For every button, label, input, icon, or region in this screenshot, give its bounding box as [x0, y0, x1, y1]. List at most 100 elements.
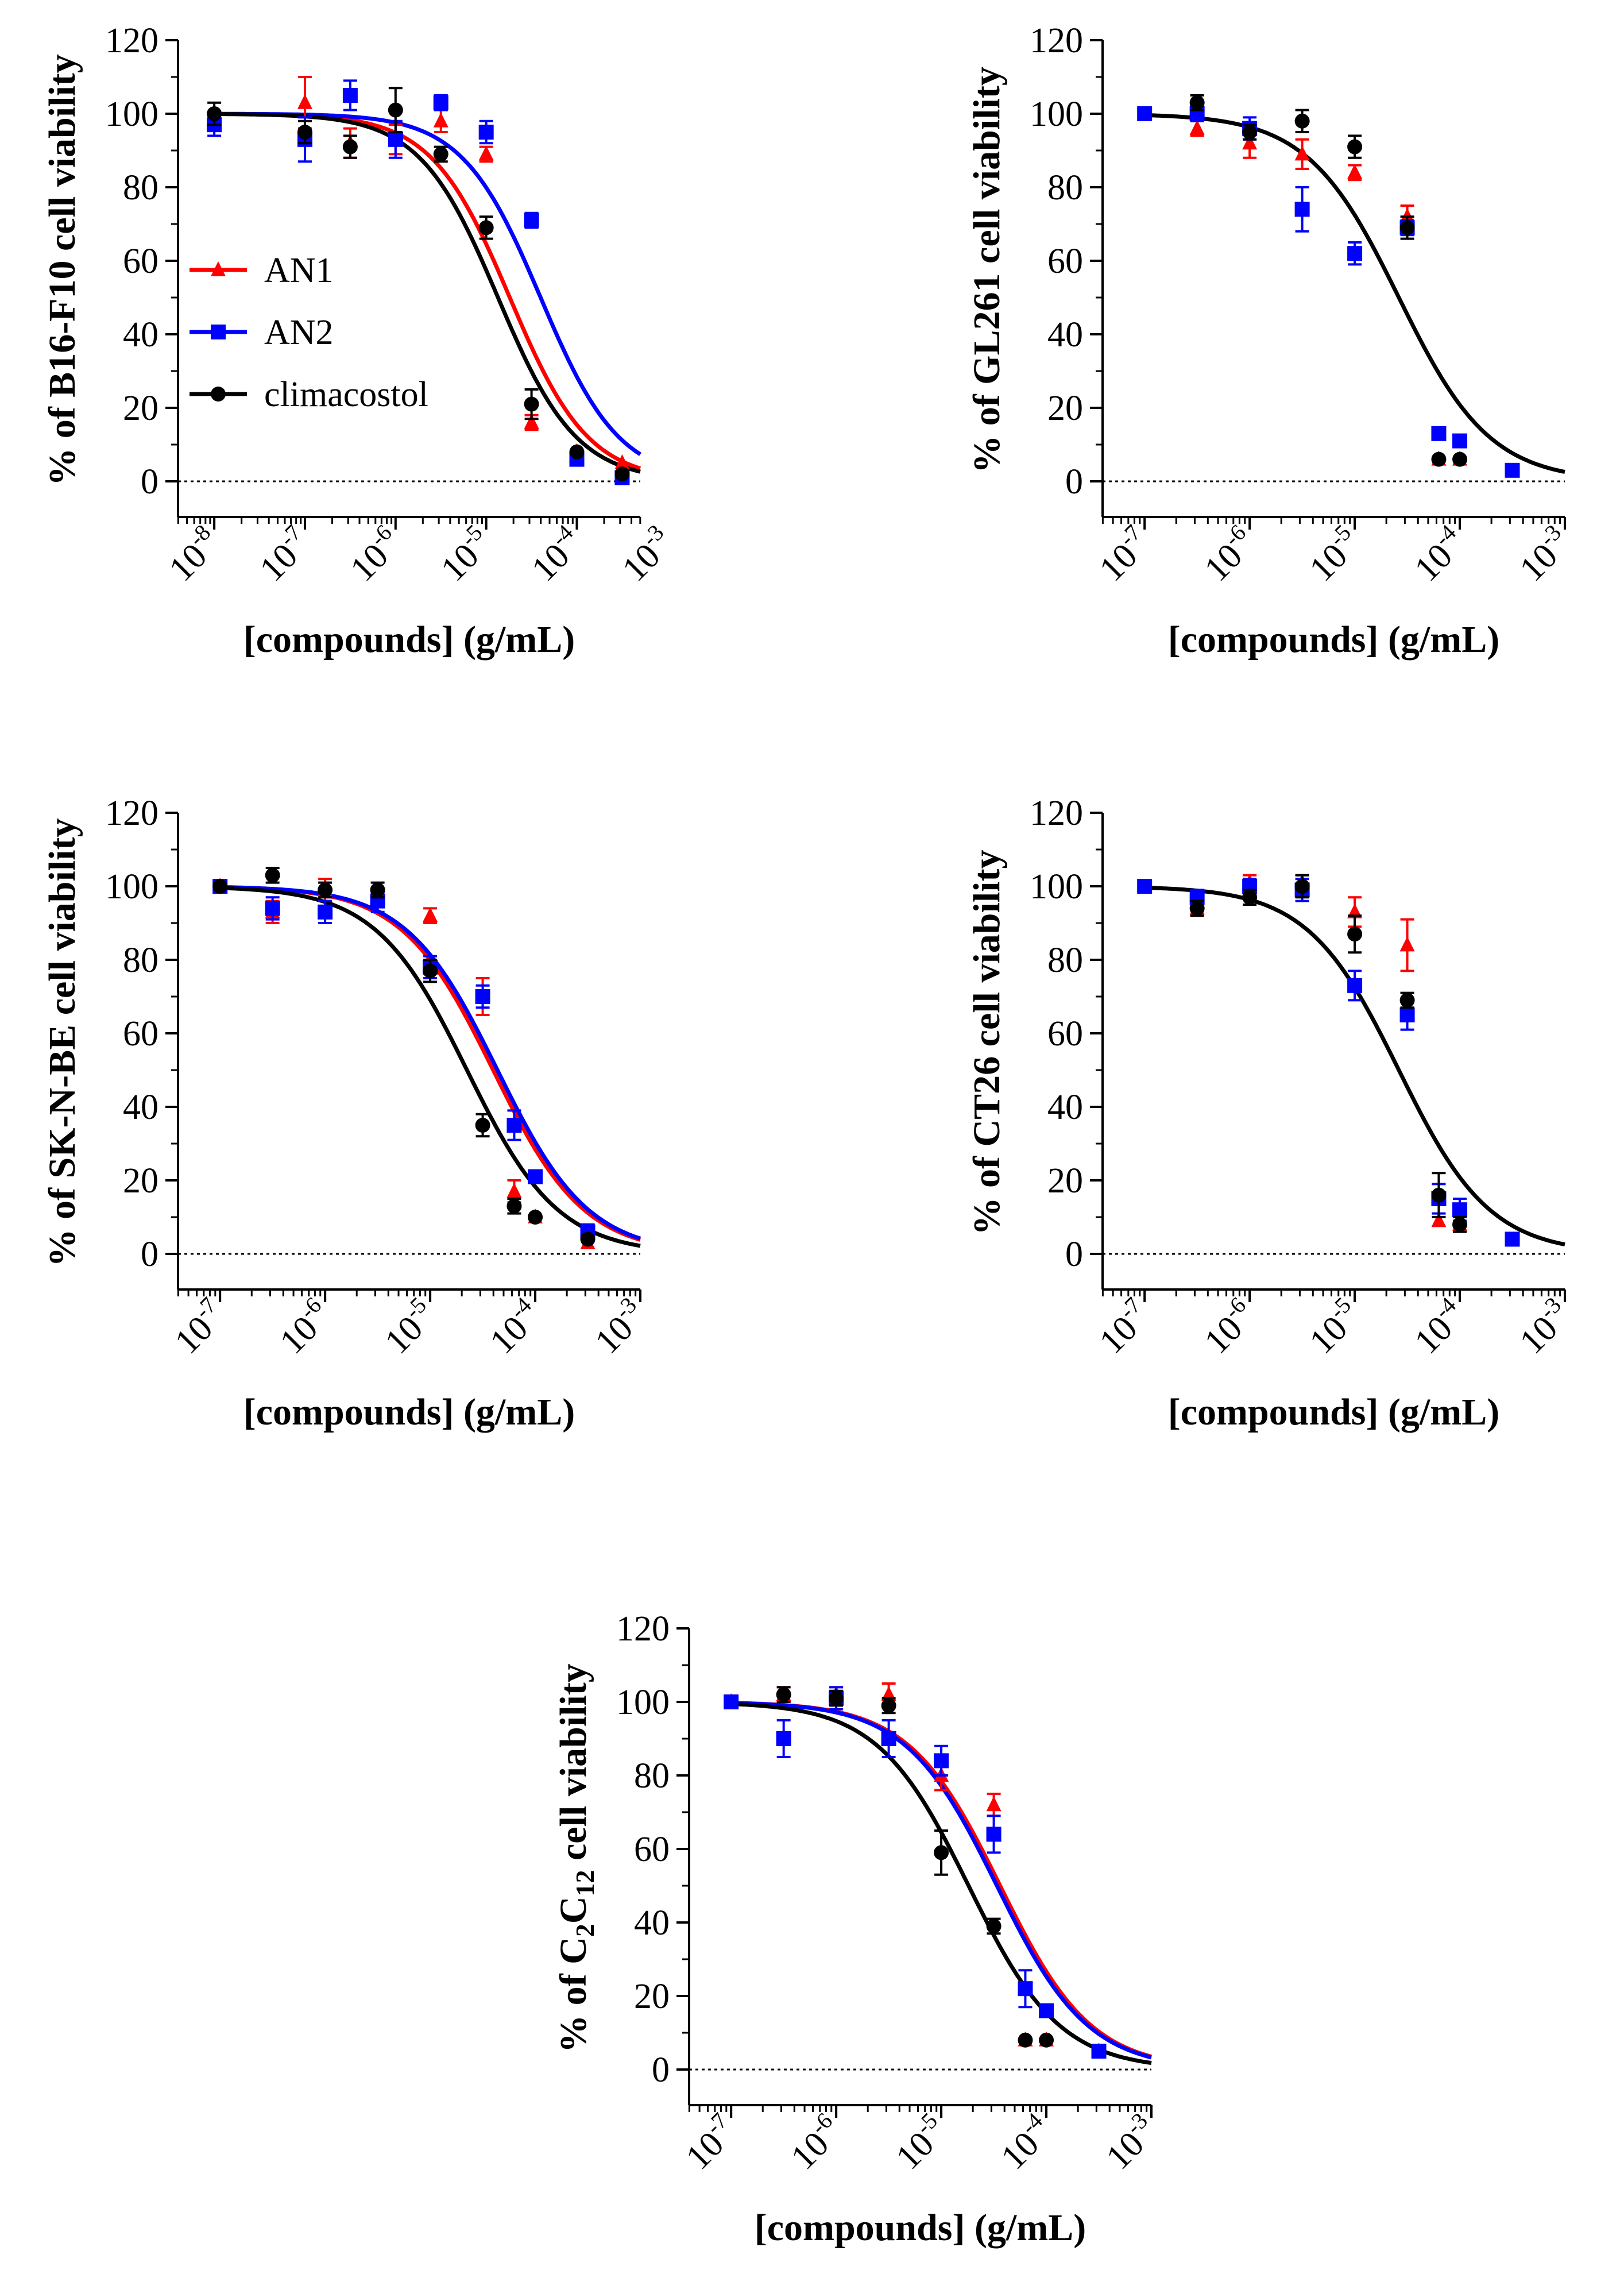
- y-axis-label: % of B16-F10 cell viability: [41, 54, 83, 486]
- x-tick-exponent: -3: [610, 1292, 641, 1323]
- data-point-AN2: [524, 213, 539, 228]
- y-tick-label: 80: [1047, 941, 1083, 980]
- data-point-climacostol: [881, 1698, 896, 1713]
- y-tick-label: 100: [1030, 867, 1083, 906]
- data-point-AN1: [1347, 164, 1363, 179]
- x-tick-exponent: -3: [1534, 519, 1566, 551]
- data-point-climacostol: [1347, 139, 1363, 155]
- data-point-AN2: [265, 901, 280, 916]
- data-point-climacostol: [1189, 95, 1205, 110]
- x-tick-label: 10-4: [1404, 519, 1474, 589]
- legend-item-AN1: AN1: [190, 251, 334, 290]
- x-tick-label: 10-3: [612, 519, 681, 589]
- data-point-AN1: [1242, 134, 1258, 150]
- fit-curve-AN1: [220, 885, 641, 1242]
- x-tick-label: 10-3: [1509, 519, 1579, 589]
- data-point-AN1: [1189, 119, 1205, 135]
- y-tick-label: 40: [1047, 315, 1083, 354]
- y-tick-label: 60: [1047, 242, 1083, 281]
- data-point-climacostol: [829, 1690, 844, 1706]
- data-point-AN1: [1399, 936, 1415, 952]
- data-point-climacostol: [207, 106, 222, 121]
- data-point-AN2: [1018, 1981, 1033, 1997]
- data-point-climacostol: [212, 879, 228, 894]
- data-point-climacostol: [1399, 993, 1415, 1008]
- y-label-subscript: 2: [570, 1924, 600, 1937]
- x-tick-exponent: -7: [274, 519, 306, 551]
- x-tick-exponent: -6: [1219, 519, 1251, 551]
- y-tick-label: 120: [1030, 21, 1083, 60]
- data-point-climacostol: [433, 146, 448, 162]
- data-point-AN2: [528, 1169, 543, 1184]
- x-tick-exponent: -7: [701, 2107, 732, 2139]
- data-point-AN2: [986, 1827, 1002, 1842]
- x-tick-label: 10-6: [1194, 519, 1263, 589]
- y-tick-label: 20: [123, 389, 158, 428]
- chart-b16: 0 20 40 60 80 100 120 10-8 10-7 10-6 10-5 10-4 10-3 […: [41, 21, 681, 661]
- data-point-AN2: [1137, 106, 1153, 121]
- x-tick-exponent: -6: [365, 519, 396, 551]
- x-tick-label: 10-7: [1089, 519, 1158, 589]
- y-tick-label: 40: [634, 1904, 670, 1943]
- data-point-climacostol: [342, 139, 358, 155]
- x-tick-exponent: -5: [455, 519, 487, 551]
- data-point-AN2: [1091, 2044, 1107, 2059]
- x-tick-label: 10-8: [158, 519, 228, 589]
- data-point-climacostol: [318, 882, 333, 898]
- x-axis-label: [compounds] (g/mL): [755, 2207, 1086, 2249]
- x-tick-label: 10-7: [164, 1292, 234, 1361]
- y-tick-label: 100: [105, 867, 158, 906]
- data-point-AN2: [881, 1731, 896, 1746]
- data-point-AN1: [986, 1796, 1002, 1812]
- y-label-text: C: [552, 1896, 594, 1924]
- data-point-climacostol: [1189, 901, 1205, 916]
- data-point-climacostol: [506, 1198, 522, 1214]
- y-tick-label: 100: [1030, 95, 1083, 134]
- data-point-AN1: [297, 94, 312, 109]
- legend-label: climacostol: [264, 375, 428, 414]
- x-tick-label: 10-6: [780, 2107, 850, 2177]
- y-tick-label: 60: [1047, 1014, 1083, 1053]
- data-point-AN2: [1347, 978, 1363, 993]
- data-point-climacostol: [265, 867, 280, 883]
- x-tick-exponent: -5: [1324, 519, 1356, 551]
- data-point-AN1: [1294, 145, 1310, 161]
- data-point-climacostol: [1399, 220, 1415, 235]
- fit-curve-AN2: [220, 885, 641, 1241]
- data-point-AN1: [506, 1183, 522, 1198]
- y-tick-label: 0: [1065, 1235, 1083, 1274]
- data-point-AN2: [1505, 462, 1520, 478]
- y-tick-label: 20: [1047, 389, 1083, 428]
- data-point-climacostol: [986, 1918, 1002, 1934]
- x-tick-exponent: -4: [1429, 1292, 1461, 1323]
- data-point-AN2: [478, 125, 494, 140]
- y-tick-label: 120: [1030, 794, 1083, 833]
- fit-curve-climacostol: [1144, 113, 1565, 474]
- y-tick-label: 60: [123, 242, 158, 281]
- x-tick-exponent: -3: [637, 519, 668, 551]
- data-point-AN1: [423, 907, 438, 922]
- y-tick-label: 80: [634, 1756, 670, 1796]
- data-point-AN2: [1505, 1231, 1520, 1247]
- data-point-climacostol: [1242, 890, 1258, 905]
- fit-curve-climacostol: [220, 886, 641, 1248]
- x-tick-label: 10-7: [1089, 1292, 1158, 1361]
- y-axis-label: % of SK-N-BE cell viability: [41, 819, 83, 1267]
- x-axis-label: [compounds] (g/mL): [1168, 619, 1500, 661]
- data-point-AN2: [776, 1731, 791, 1746]
- x-axis-label: [compounds] (g/mL): [243, 619, 575, 661]
- x-tick-exponent: -4: [1016, 2107, 1047, 2139]
- data-point-climacostol: [475, 1118, 490, 1133]
- legend-item-climacostol: climacostol: [190, 375, 428, 414]
- data-point-AN1: [478, 145, 494, 161]
- data-point-AN2: [1399, 1007, 1415, 1022]
- y-axis-label: % of CT26 cell viability: [966, 850, 1008, 1236]
- x-tick-exponent: -5: [1324, 1292, 1356, 1323]
- x-tick-label: 10-6: [1194, 1292, 1263, 1361]
- y-tick-label: 40: [123, 1088, 158, 1127]
- data-point-AN2: [1452, 433, 1468, 449]
- y-label-subscript: 12: [570, 1870, 600, 1896]
- data-point-climacostol: [370, 882, 385, 898]
- x-tick-exponent: -4: [546, 519, 578, 551]
